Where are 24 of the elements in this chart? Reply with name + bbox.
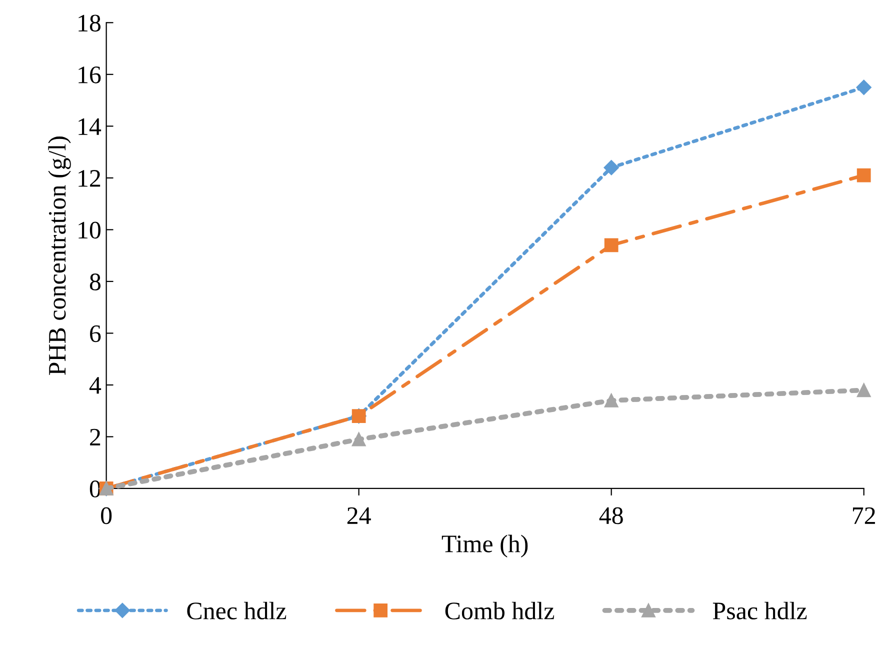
point bbox=[604, 238, 618, 252]
y-tick-label: 4 bbox=[89, 377, 102, 394]
point bbox=[856, 168, 871, 182]
legend-label: Comb hdlz bbox=[445, 602, 554, 620]
legend-label: Cnec hdlz bbox=[187, 602, 286, 620]
x-tick-label: 24 bbox=[347, 507, 371, 524]
y-axis-title: PHB concentration (g/l) bbox=[48, 136, 71, 375]
y-tick-label: 10 bbox=[78, 222, 101, 239]
y-tick-label: 16 bbox=[78, 66, 101, 84]
point bbox=[352, 432, 366, 446]
y-tick-label: 12 bbox=[78, 170, 100, 187]
y-tick-label: 6 bbox=[90, 325, 101, 342]
y-tick-label: 14 bbox=[78, 118, 102, 135]
point bbox=[604, 394, 618, 408]
x-tick-label: 72 bbox=[853, 507, 875, 524]
x-axis-title: Time (h) bbox=[442, 534, 528, 558]
legend-label: Psac hdlz bbox=[712, 602, 807, 620]
y-tick-label: 18 bbox=[78, 14, 101, 32]
point bbox=[856, 80, 872, 95]
x-tick-label: 48 bbox=[599, 507, 623, 524]
y-tick-label: 8 bbox=[90, 273, 101, 290]
point bbox=[856, 383, 871, 398]
y-tick-label: 2 bbox=[90, 428, 100, 446]
point bbox=[604, 160, 619, 176]
